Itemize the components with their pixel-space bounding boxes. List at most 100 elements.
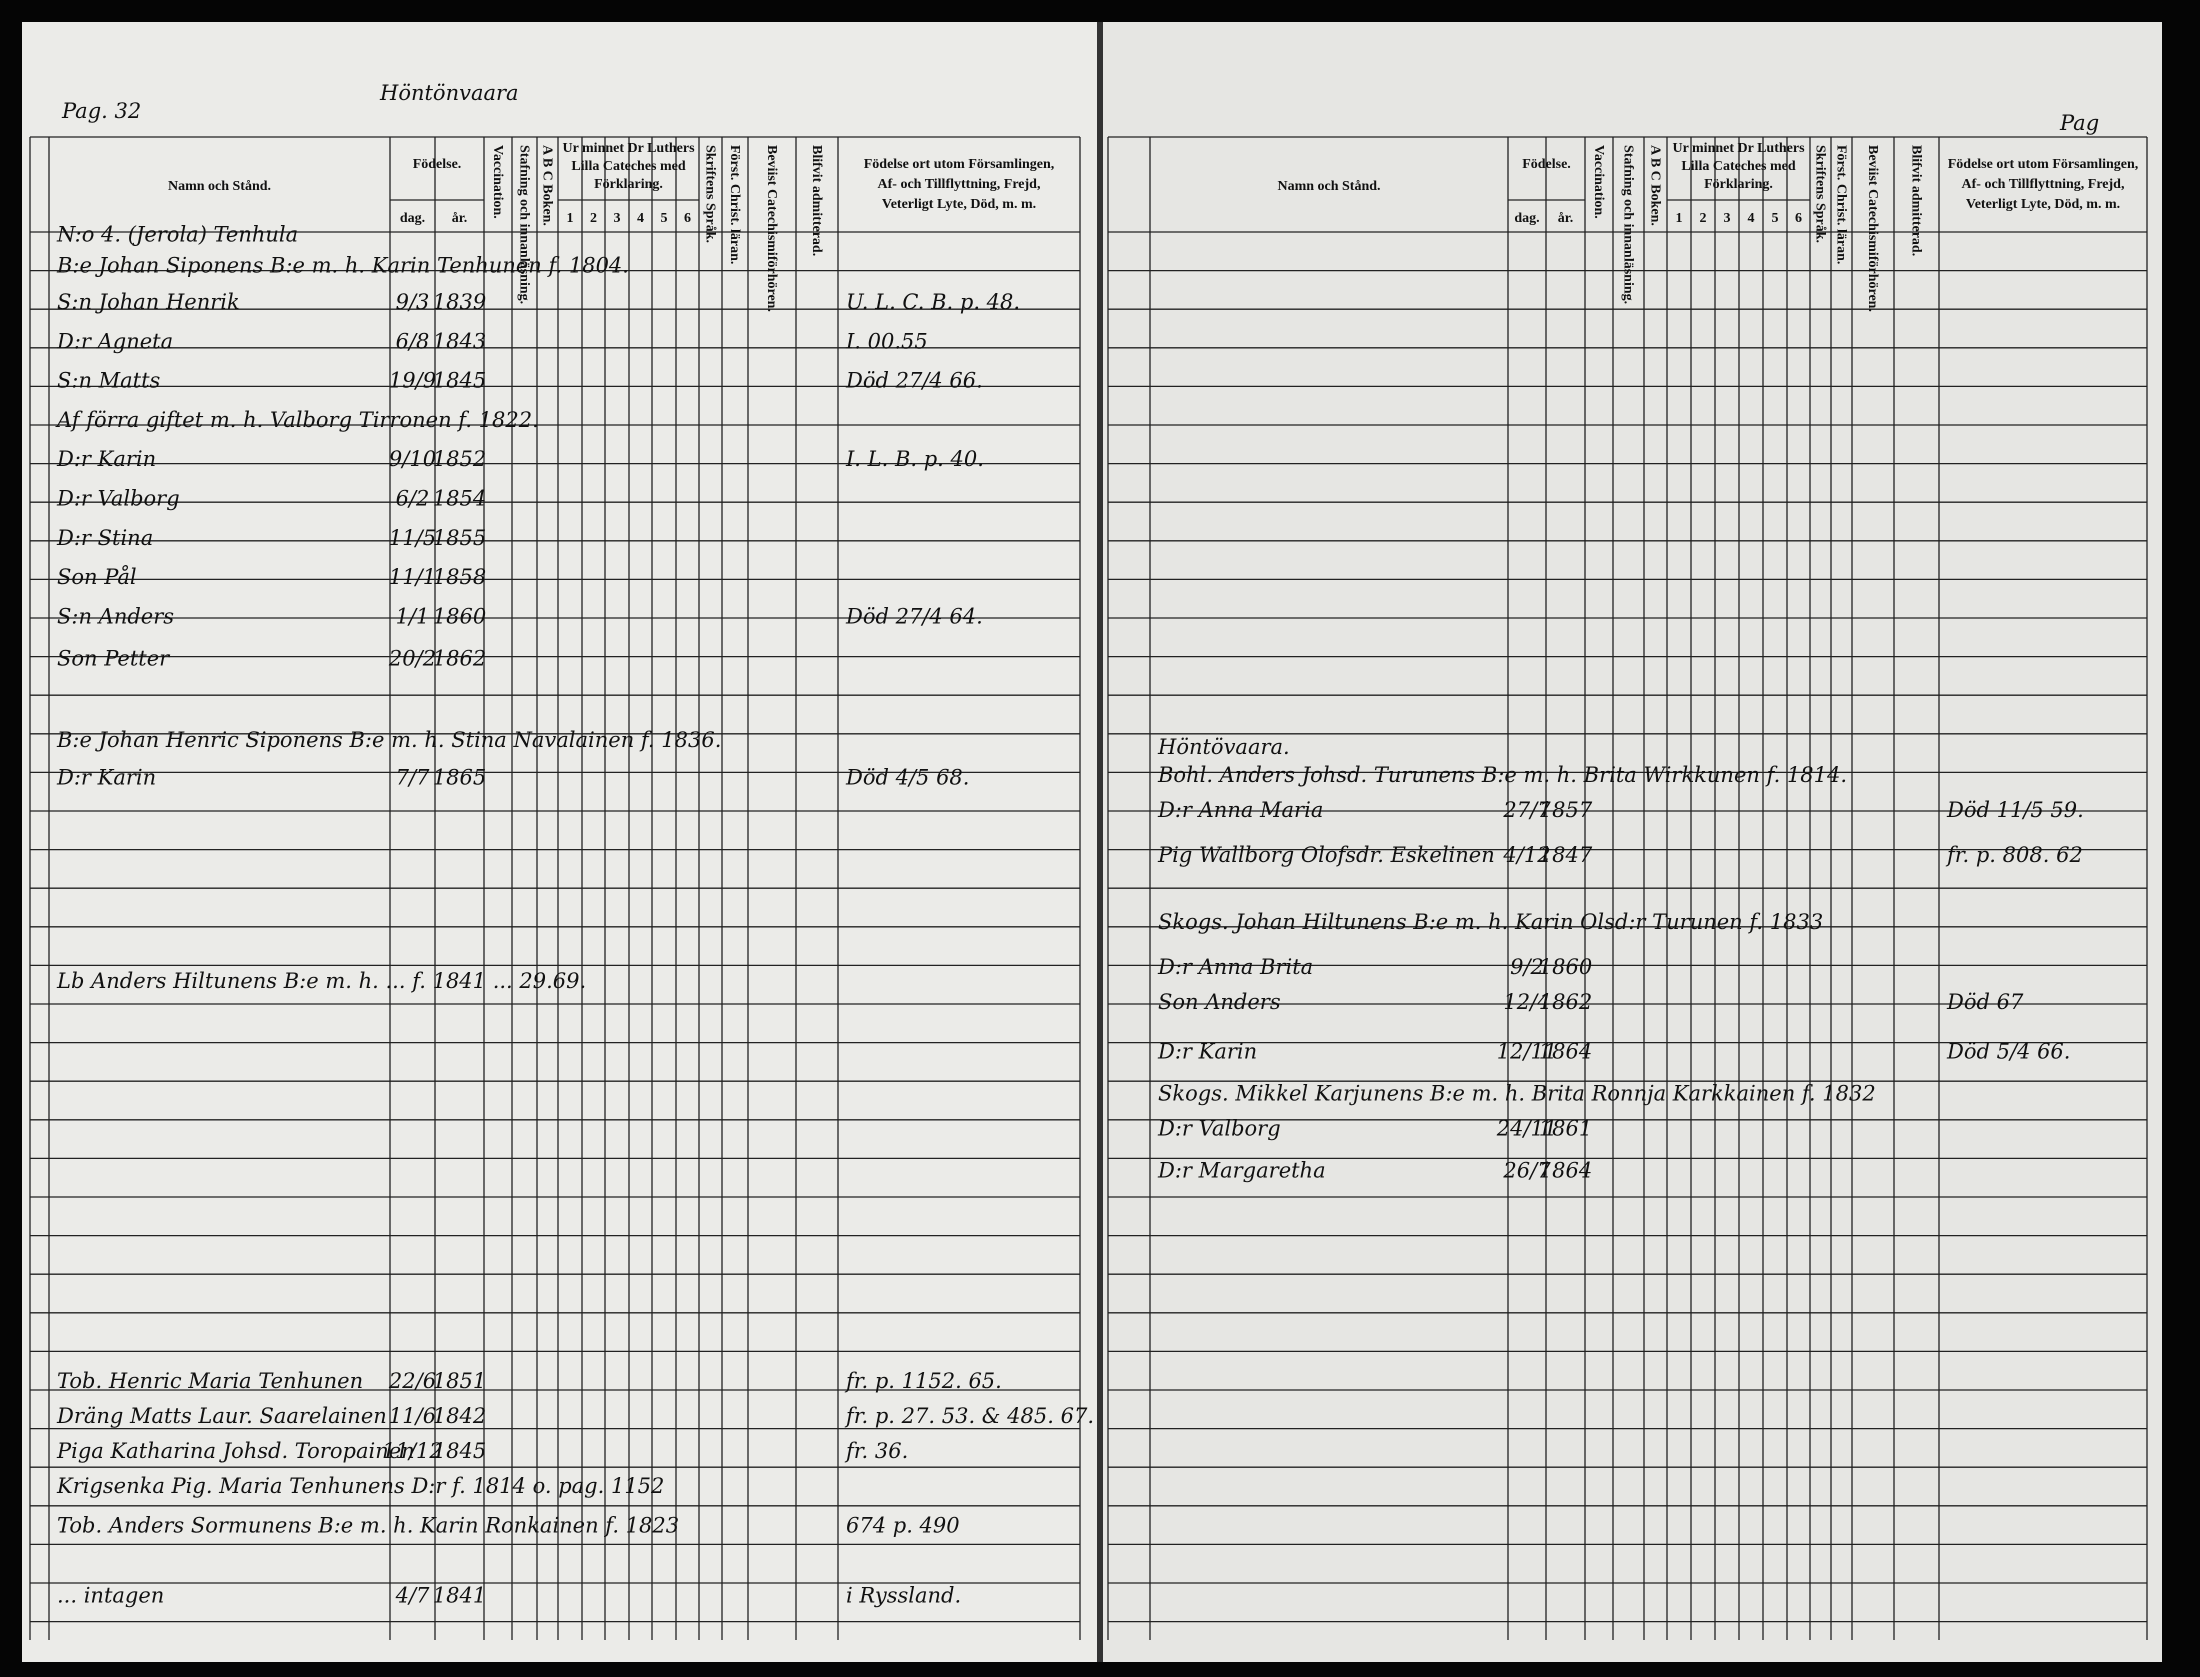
header-admitted: Blifvit admitterad. xyxy=(809,145,824,256)
header-remarks: Af- och Tillflyttning, Frejd, xyxy=(878,177,1041,192)
entry-name: D:r Valborg xyxy=(56,486,180,510)
entry-day: 9/3 xyxy=(396,290,430,314)
entry-name: D:r Margaretha xyxy=(1157,1159,1326,1183)
entry-year: 1843 xyxy=(433,329,486,353)
entry-name: D:r Anna Maria xyxy=(1157,798,1323,822)
entry-remarks: fr. 36. xyxy=(844,1439,908,1463)
page-label: Pag. 32 xyxy=(61,99,141,123)
entry-year: 1847 xyxy=(1539,843,1593,867)
entry-year: 1860 xyxy=(1539,955,1592,979)
entry-year: 1857 xyxy=(1539,798,1593,822)
header-number: 1 xyxy=(567,211,574,226)
header-number: 2 xyxy=(590,211,597,226)
header-number: 3 xyxy=(1724,211,1731,226)
entry-remarks: Död 67 xyxy=(1946,990,2024,1014)
entry-name: Son Anders xyxy=(1158,990,1281,1014)
header-christianity: Först. Christ. läran. xyxy=(727,145,742,264)
entry-name: B:e Johan Henric Siponens B:e m. h. Stin… xyxy=(56,728,721,752)
entry-name: D:r Stina xyxy=(56,526,153,550)
entry-name: S:n Matts xyxy=(57,369,161,393)
entry-remarks: Död 5/4 66. xyxy=(1946,1039,2070,1063)
entry-name: Skogs. Johan Hiltunens B:e m. h. Karin O… xyxy=(1158,910,1823,934)
entry-remarks: fr. p. 27. 53. & 485. 67. xyxy=(844,1404,1094,1428)
header-examinations: Beviist Catechismiförhören. xyxy=(1865,145,1880,312)
entry-year: 1864 xyxy=(1539,1159,1592,1183)
entry-year: 1845 xyxy=(433,369,486,393)
header-day: dag. xyxy=(400,211,425,226)
entry-day: 19/9 xyxy=(389,369,436,393)
entry-name: D:r Anna Brita xyxy=(1157,955,1313,979)
entry-remarks: Död 27/4 64. xyxy=(845,604,983,628)
entry-day: 1/1 xyxy=(396,604,430,628)
header-reading: Stafning och innanläsning. xyxy=(517,145,532,304)
entry-remarks: Död 4/5 68. xyxy=(845,766,969,790)
header-catechism: Lilla Cateches med xyxy=(1681,159,1796,174)
entry-name: B:e Johan Siponens B:e m. h. Karin Tenhu… xyxy=(56,254,629,278)
header-catechism: Förklaring. xyxy=(594,177,663,192)
entry-name: Son Petter xyxy=(57,646,171,670)
entry-remarks: I. L. B. p. 40. xyxy=(845,447,984,471)
place-name: Höntönvaara xyxy=(379,81,519,105)
header-number: 6 xyxy=(1795,211,1802,226)
entry-remarks: i Ryssland. xyxy=(846,1584,961,1608)
entry-remarks: fr. p. 1152. 65. xyxy=(844,1369,1002,1393)
entry-remarks: I. 00.55 xyxy=(845,329,928,353)
entry-year: 1858 xyxy=(433,565,486,589)
entry-year: 1862 xyxy=(1539,990,1592,1014)
entry-name: D:r Karin xyxy=(56,447,156,471)
entry-year: 1864 xyxy=(1539,1039,1592,1063)
header-scripture: Skriftens Språk. xyxy=(703,145,718,243)
entry-name: Piga Katharina Johsd. Toropainen xyxy=(56,1439,415,1463)
header-year: år. xyxy=(1558,211,1573,226)
entry-name: S:n Johan Henrik xyxy=(57,290,240,314)
entry-year: 1861 xyxy=(1539,1116,1592,1140)
entry-day: 11/6 xyxy=(389,1404,436,1428)
entry-name: ... intagen xyxy=(57,1584,164,1608)
header-vaccination: Vaccination. xyxy=(1591,145,1606,219)
header-number: 3 xyxy=(614,211,621,226)
entry-day: 6/2 xyxy=(396,486,430,510)
entry-name: Lb Anders Hiltunens B:e m. h. ... f. 184… xyxy=(56,969,586,993)
entry-day: 4/12 xyxy=(1502,843,1550,867)
entry-remarks: Död 11/5 59. xyxy=(1946,798,2084,822)
entry-day: 7/7 xyxy=(396,766,430,790)
entry-year: 1852 xyxy=(433,447,486,471)
header-examinations: Beviist Catechismiförhören. xyxy=(764,145,779,312)
header-birth: Födelse. xyxy=(1522,157,1571,172)
header-number: 2 xyxy=(1700,211,1707,226)
entry-day: 12/11 xyxy=(1497,1039,1558,1063)
entry-name: D:r Agneta xyxy=(56,329,173,353)
header-remarks: Veterligt Lyte, Död, m. m. xyxy=(1966,197,2120,212)
header-catechism: Ur minnet Dr Luthers xyxy=(1672,141,1805,156)
entry-name: D:r Valborg xyxy=(1157,1116,1281,1140)
entry-name: Skogs. Mikkel Karjunens B:e m. h. Brita … xyxy=(1158,1081,1876,1105)
entry-day: 27/7 xyxy=(1502,798,1551,822)
entry-day: 11/1 xyxy=(389,565,436,589)
entry-year: 1845 xyxy=(433,1439,486,1463)
entry-day: 12/4 xyxy=(1503,990,1550,1014)
header-abc: A B C Boken. xyxy=(540,145,555,226)
header-abc: A B C Boken. xyxy=(1648,145,1663,226)
entry-remarks: U. L. C. B. p. 48. xyxy=(846,290,1020,314)
header-catechism: Lilla Cateches med xyxy=(571,159,686,174)
left-page xyxy=(22,22,1098,1662)
entry-day: 4/7 xyxy=(395,1584,430,1608)
entry-remarks: Död 27/4 66. xyxy=(845,369,983,393)
header-remarks: Födelse ort utom Församlingen, xyxy=(1948,157,2139,172)
header-admitted: Blifvit admitterad. xyxy=(1909,145,1924,256)
header-year: år. xyxy=(452,211,467,226)
entry-name: D:r Karin xyxy=(56,766,156,790)
header-day: dag. xyxy=(1514,211,1539,226)
entry-day: 26/7 xyxy=(1502,1159,1551,1183)
entry-day: 9/2 xyxy=(1510,955,1544,979)
entry-day: 11/12 xyxy=(382,1439,443,1463)
entry-name: N:o 4. (Jerola) Tenhula xyxy=(56,223,298,247)
header-christianity: Först. Christ. läran. xyxy=(1834,145,1849,264)
entry-name: Krigsenka Pig. Maria Tenhunens D:r f. 18… xyxy=(56,1474,664,1498)
entry-year: 1841 xyxy=(433,1584,486,1608)
entry-year: 1865 xyxy=(433,766,486,790)
entry-name: Höntövaara. xyxy=(1157,735,1290,759)
header-remarks: Födelse ort utom Församlingen, xyxy=(864,157,1055,172)
